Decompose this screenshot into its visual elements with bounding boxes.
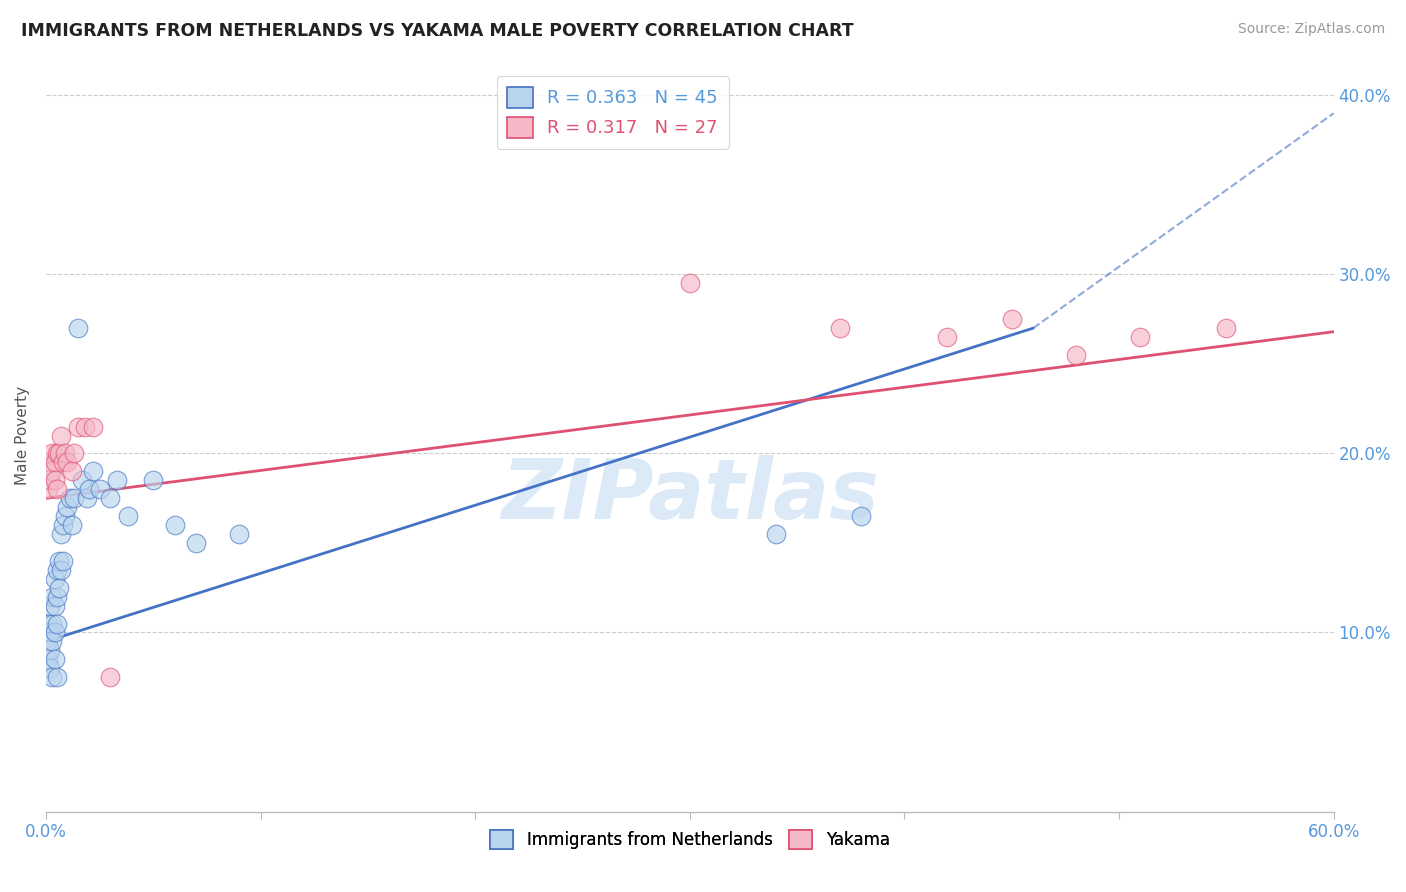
- Point: [53, 446, 76, 460]
- Point: [765, 527, 787, 541]
- Point: [41, 590, 63, 604]
- Point: [60, 464, 83, 478]
- Text: Source: ZipAtlas.com: Source: ZipAtlas.com: [1237, 22, 1385, 37]
- Point: [49, 527, 72, 541]
- Point: [52, 455, 75, 469]
- Point: [77, 483, 100, 497]
- Point: [186, 536, 208, 550]
- Point: [105, 473, 128, 487]
- Point: [37, 616, 59, 631]
- Point: [39, 473, 62, 487]
- Y-axis label: Male Poverty: Male Poverty: [15, 386, 30, 485]
- Point: [228, 527, 250, 541]
- Point: [56, 455, 79, 469]
- Point: [41, 634, 63, 648]
- Point: [1215, 321, 1237, 335]
- Point: [58, 491, 80, 506]
- Point: [39, 643, 62, 657]
- Point: [82, 464, 104, 478]
- Point: [63, 491, 86, 506]
- Point: [41, 616, 63, 631]
- Legend: Immigrants from Netherlands, Yakama: Immigrants from Netherlands, Yakama: [484, 823, 897, 855]
- Point: [1064, 348, 1087, 362]
- Text: ZIPatlas: ZIPatlas: [501, 455, 879, 536]
- Point: [41, 464, 63, 478]
- Point: [45, 670, 67, 684]
- Point: [44, 572, 66, 586]
- Point: [45, 483, 67, 497]
- Point: [63, 446, 86, 460]
- Point: [39, 599, 62, 613]
- Point: [53, 509, 76, 524]
- Point: [98, 491, 121, 506]
- Point: [44, 625, 66, 640]
- Point: [48, 554, 70, 568]
- Point: [67, 419, 90, 434]
- Point: [52, 518, 75, 533]
- Point: [56, 500, 79, 515]
- Point: [45, 563, 67, 577]
- Point: [49, 428, 72, 442]
- Point: [82, 419, 104, 434]
- Point: [44, 473, 66, 487]
- Point: [163, 518, 186, 533]
- Point: [67, 321, 90, 335]
- Point: [45, 590, 67, 604]
- Point: [1129, 330, 1152, 344]
- Point: [41, 446, 63, 460]
- Point: [142, 473, 165, 487]
- Point: [44, 599, 66, 613]
- Point: [49, 563, 72, 577]
- Point: [98, 670, 121, 684]
- Point: [39, 625, 62, 640]
- Point: [45, 446, 67, 460]
- Point: [679, 277, 702, 291]
- Point: [72, 473, 94, 487]
- Point: [44, 652, 66, 666]
- Point: [851, 509, 873, 524]
- Point: [89, 483, 111, 497]
- Point: [37, 652, 59, 666]
- Point: [828, 321, 851, 335]
- Point: [76, 491, 98, 506]
- Point: [73, 419, 96, 434]
- Point: [44, 455, 66, 469]
- Point: [37, 634, 59, 648]
- Point: [936, 330, 959, 344]
- Point: [45, 616, 67, 631]
- Point: [39, 661, 62, 675]
- Point: [117, 509, 139, 524]
- Text: IMMIGRANTS FROM NETHERLANDS VS YAKAMA MALE POVERTY CORRELATION CHART: IMMIGRANTS FROM NETHERLANDS VS YAKAMA MA…: [21, 22, 853, 40]
- Point: [37, 483, 59, 497]
- Point: [39, 455, 62, 469]
- Point: [48, 581, 70, 595]
- Point: [60, 518, 83, 533]
- Point: [41, 670, 63, 684]
- Point: [1001, 312, 1024, 326]
- Point: [52, 554, 75, 568]
- Point: [48, 446, 70, 460]
